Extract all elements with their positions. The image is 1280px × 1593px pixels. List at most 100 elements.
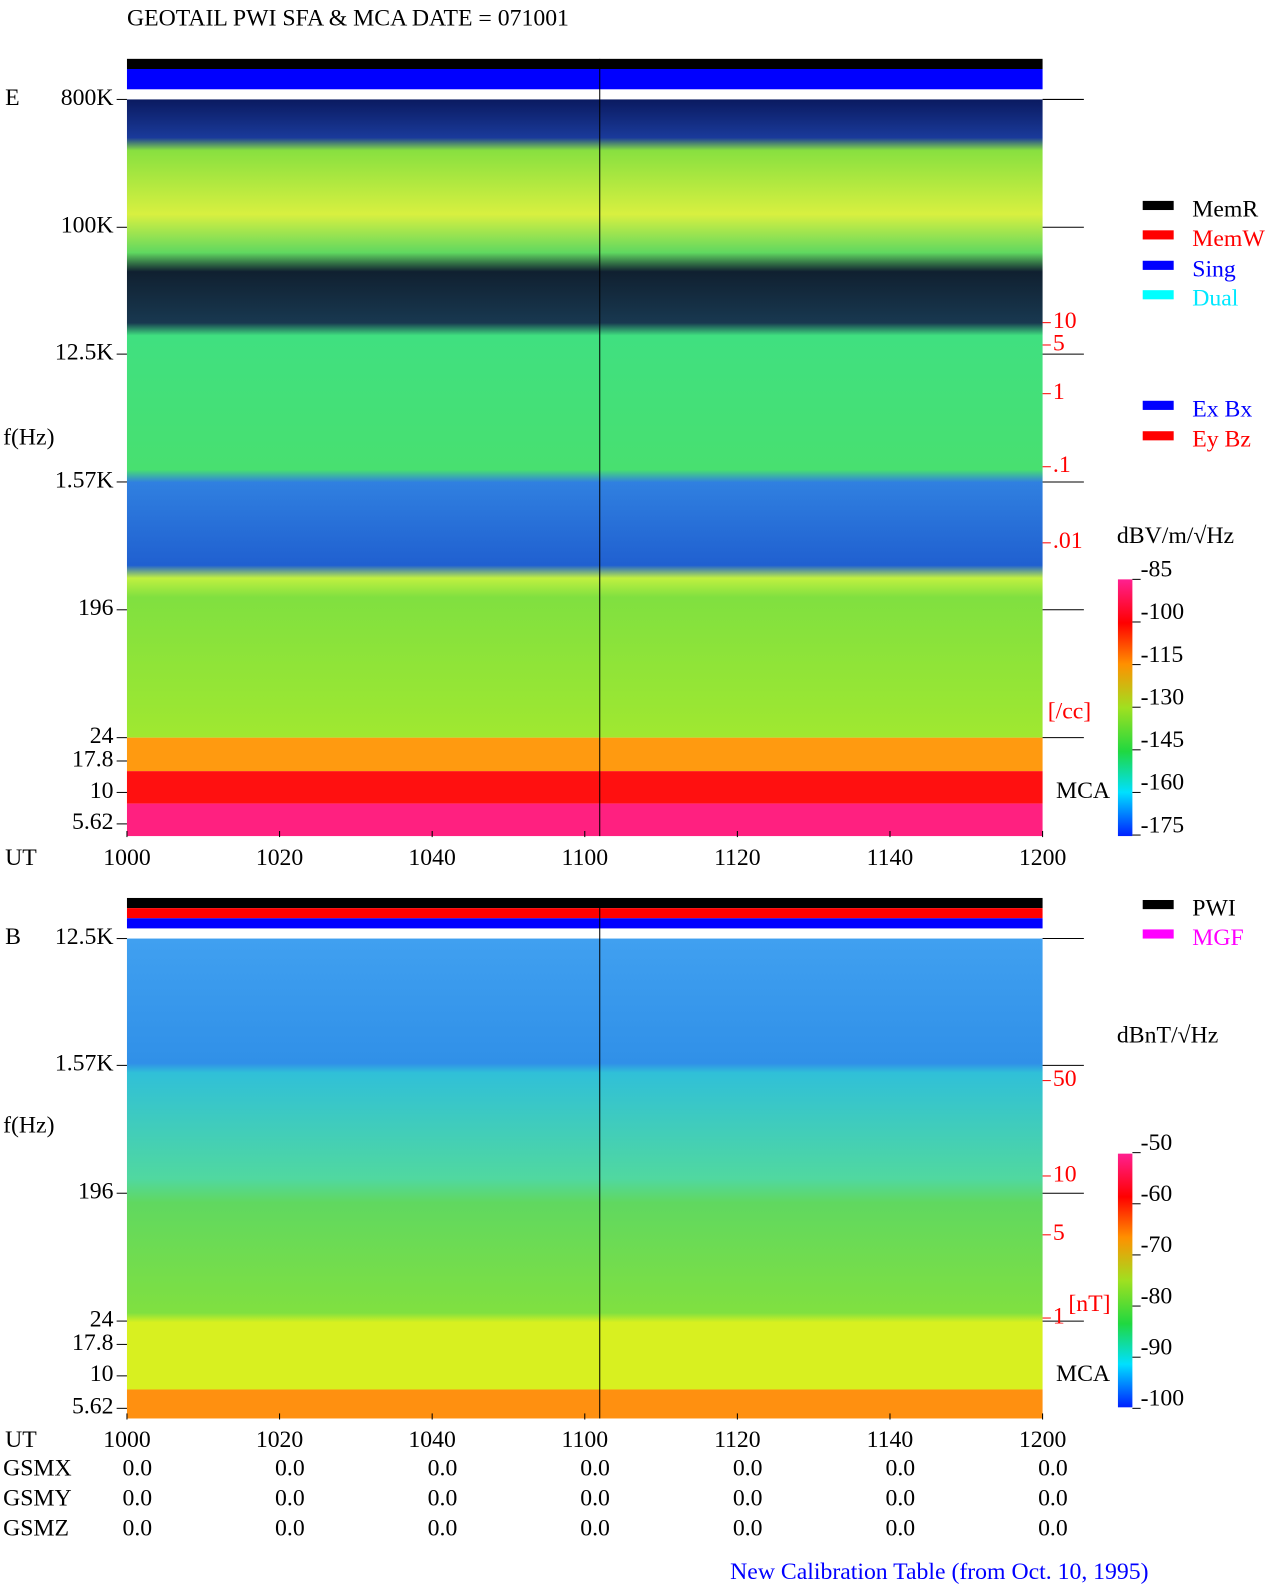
x-tick-label: 1100 — [561, 845, 608, 871]
orbit-value: 0.0 — [885, 1516, 915, 1542]
colorbar-tick-label: -80 — [1141, 1283, 1173, 1309]
x-tick-label: 1020 — [256, 1427, 303, 1453]
spectrogram — [126, 99, 1043, 738]
density-tick-label: 10 — [1053, 1162, 1077, 1188]
legend-swatch — [1142, 400, 1174, 410]
title: GEOTAIL PWI SFA & MCA DATE = 071001 — [127, 6, 569, 32]
y-tick-label: 24 — [90, 723, 114, 749]
status-bar — [126, 918, 1043, 929]
colorbar — [1117, 1153, 1133, 1408]
legend-label: PWI — [1192, 896, 1236, 922]
mca-label: MCA — [1056, 778, 1110, 804]
colorbar — [1117, 579, 1133, 837]
x-tick-label: 1140 — [867, 845, 914, 871]
orbit-value: 0.0 — [428, 1486, 458, 1512]
y-tick-label: 12.5K — [55, 340, 114, 366]
orbit-value: 0.0 — [580, 1456, 610, 1482]
colorbar-unit: dBnT/√Hz — [1117, 1023, 1218, 1049]
x-tick-label: 1200 — [1019, 845, 1066, 871]
orbit-value: 0.0 — [733, 1456, 763, 1482]
orbit-value: 0.0 — [885, 1486, 915, 1512]
x-tick-label: 1000 — [103, 845, 150, 871]
colorbar-tick-label: -130 — [1141, 685, 1185, 711]
legend-swatch — [1142, 230, 1174, 240]
orbit-value: 0.0 — [1038, 1516, 1068, 1542]
x-tick-label: 1020 — [256, 845, 303, 871]
colorbar-tick-label: -145 — [1141, 727, 1185, 753]
orbit-value: 0.0 — [428, 1516, 458, 1542]
time-label: UT — [5, 845, 37, 871]
orbit-value: 0.0 — [275, 1486, 305, 1512]
density-tick-label: 50 — [1053, 1066, 1077, 1092]
density-tick-label: .01 — [1053, 528, 1083, 554]
x-tick-label: 1200 — [1019, 1427, 1066, 1453]
orbit-value: 0.0 — [122, 1516, 152, 1542]
orbit-name: GSMX — [3, 1456, 72, 1482]
orbit-value: 0.0 — [580, 1486, 610, 1512]
status-bar — [126, 908, 1043, 919]
legend-label: MemR — [1192, 197, 1258, 223]
legend-label: Sing — [1192, 256, 1236, 282]
mca-band — [126, 737, 1043, 772]
legend-label: Dual — [1192, 286, 1239, 312]
mca-label: MCA — [1056, 1361, 1110, 1387]
y-axis-label: f(Hz) — [3, 1113, 54, 1139]
y-tick-label: 10 — [90, 778, 114, 804]
colorbar-tick-label: -100 — [1141, 1386, 1185, 1412]
density-tick-label: 5 — [1053, 1220, 1065, 1246]
orbit-name: GSMY — [3, 1486, 72, 1512]
colorbar-tick-label: -50 — [1141, 1130, 1173, 1156]
legend-label: Ex Bx — [1192, 396, 1252, 422]
orbit-value: 0.0 — [122, 1486, 152, 1512]
legend-label: Ey Bz — [1192, 427, 1251, 453]
y-tick-label: 10 — [90, 1361, 114, 1387]
density-tick-label: 1 — [1053, 379, 1065, 405]
legend-label: MGF — [1192, 925, 1243, 951]
density-tick-label: 1 — [1053, 1304, 1065, 1330]
y-tick-label: 5.62 — [72, 1394, 114, 1420]
panel-label: E — [5, 85, 19, 111]
status-bar — [126, 897, 1043, 909]
orbit-value: 0.0 — [428, 1456, 458, 1482]
mca-band — [126, 771, 1043, 804]
colorbar-tick-label: -115 — [1141, 642, 1184, 668]
density-unit: [nT] — [1068, 1291, 1110, 1317]
y-tick-label: 24 — [90, 1307, 114, 1333]
time-label: UT — [5, 1427, 37, 1453]
y-tick-label: 17.8 — [72, 747, 114, 773]
y-tick-label: 196 — [78, 1179, 114, 1205]
colorbar-tick-label: -90 — [1141, 1335, 1173, 1361]
y-tick-label: 1.57K — [55, 467, 114, 493]
colorbar-tick-label: -100 — [1141, 599, 1185, 625]
x-tick-label: 1040 — [408, 845, 455, 871]
orbit-value: 0.0 — [1038, 1456, 1068, 1482]
x-tick-label: 1120 — [714, 845, 761, 871]
legend-swatch — [1142, 290, 1174, 300]
orbit-value: 0.0 — [275, 1516, 305, 1542]
status-bar — [126, 58, 1043, 69]
y-tick-label: 800K — [61, 85, 114, 111]
orbit-value: 0.0 — [885, 1456, 915, 1482]
x-tick-label: 1120 — [714, 1427, 761, 1453]
density-unit: [/cc] — [1048, 699, 1091, 725]
orbit-value: 0.0 — [122, 1456, 152, 1482]
colorbar-tick-label: -85 — [1141, 557, 1173, 583]
y-tick-label: 1.57K — [55, 1051, 114, 1077]
status-bar — [126, 68, 1043, 90]
y-tick-label: 17.8 — [72, 1330, 114, 1356]
density-tick-label: 10 — [1053, 308, 1077, 334]
colorbar-tick-label: -70 — [1141, 1232, 1173, 1258]
x-tick-label: 1140 — [867, 1427, 914, 1453]
legend-swatch — [1142, 431, 1174, 441]
panel-label: B — [5, 924, 21, 950]
x-tick-label: 1040 — [408, 1427, 455, 1453]
y-axis-label: f(Hz) — [3, 425, 54, 451]
orbit-value: 0.0 — [733, 1486, 763, 1512]
x-tick-label: 1100 — [561, 1427, 608, 1453]
footer: New Calibration Table (from Oct. 10, 199… — [730, 1559, 1148, 1585]
y-tick-label: 12.5K — [55, 924, 114, 950]
orbit-value: 0.0 — [1038, 1486, 1068, 1512]
x-tick-label: 1000 — [103, 1427, 150, 1453]
spectrogram — [126, 938, 1043, 1419]
